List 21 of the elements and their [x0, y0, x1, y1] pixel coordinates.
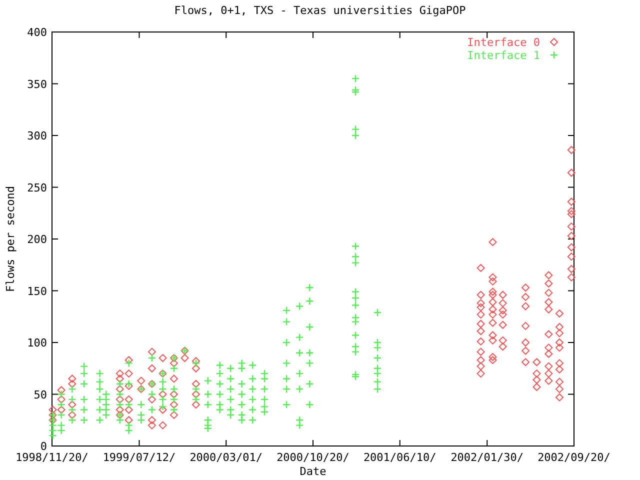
y-tick-label: 50	[34, 388, 47, 402]
y-tick-label: 0	[40, 440, 47, 453]
y-tick-label: 150	[27, 284, 47, 298]
y-tick-label: 350	[27, 78, 47, 91]
x-axis-title: Date	[300, 465, 326, 478]
legend-label: Interface 1	[467, 49, 540, 62]
y-tick-label: 300	[27, 130, 47, 142]
x-tick-label: 2000/03/01/	[190, 451, 263, 464]
x-tick-label: 2000/10/20/	[276, 451, 350, 464]
y-tick-label: 200	[27, 233, 47, 246]
y-tick-label: 250	[27, 181, 47, 194]
y-axis-title: Flows per second	[4, 186, 17, 292]
y-tick-label: 100	[27, 336, 47, 350]
x-tick-label: 2002/01/30/	[450, 451, 524, 464]
y-tick-label: 400	[27, 26, 47, 39]
x-tick-label: 2001/06/10/	[363, 451, 436, 464]
legend-label: Interface 0	[467, 36, 540, 49]
chart-title: Flows, 0+1, TXS - Texas universities GigaPOP	[174, 4, 466, 17]
x-tick-label: 1998/11/20/	[16, 451, 88, 464]
x-tick-label: 2002/09/20/	[538, 451, 610, 464]
x-tick-label: 1999/07/12/	[102, 451, 176, 464]
